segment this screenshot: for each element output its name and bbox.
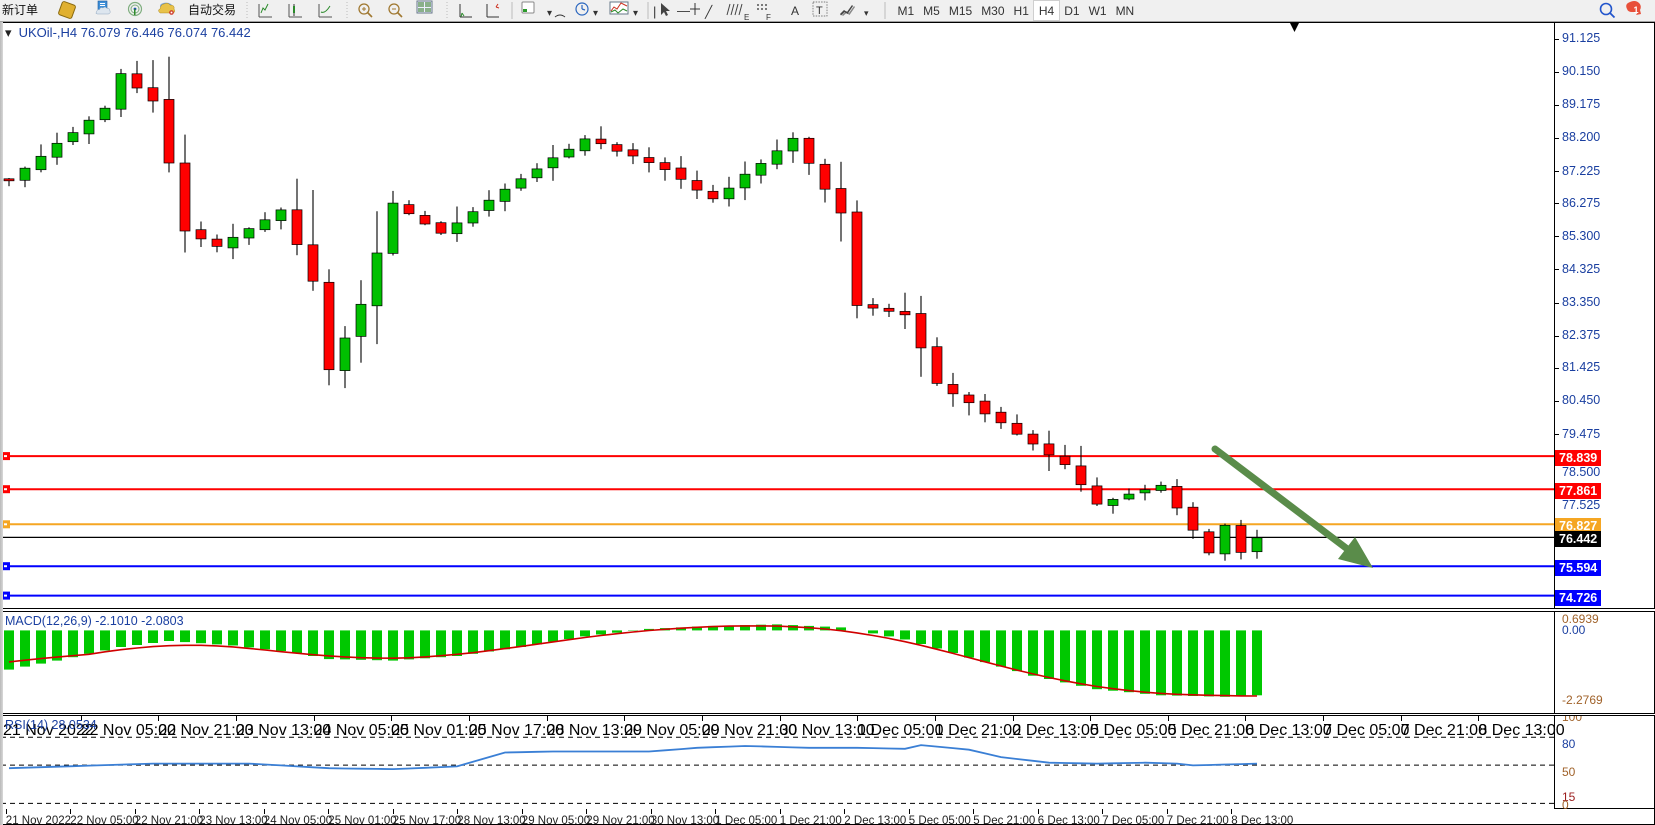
svg-text:|: | bbox=[653, 4, 656, 19]
svg-text:—: — bbox=[677, 3, 690, 18]
svg-text:▾: ▾ bbox=[864, 8, 869, 18]
svg-text:1: 1 bbox=[1633, 5, 1638, 15]
svg-text:F: F bbox=[766, 13, 771, 21]
svg-text:A: A bbox=[791, 4, 799, 18]
svg-text:新订单: 新订单 bbox=[2, 2, 38, 17]
svg-text:╱: ╱ bbox=[704, 4, 713, 19]
svg-text:自动交易: 自动交易 bbox=[188, 2, 236, 17]
svg-text:▾: ▾ bbox=[547, 8, 552, 19]
svg-text:▾: ▾ bbox=[593, 8, 598, 19]
svg-text:T: T bbox=[816, 5, 823, 17]
svg-text:E: E bbox=[744, 13, 749, 21]
svg-text:▾: ▾ bbox=[633, 8, 638, 19]
